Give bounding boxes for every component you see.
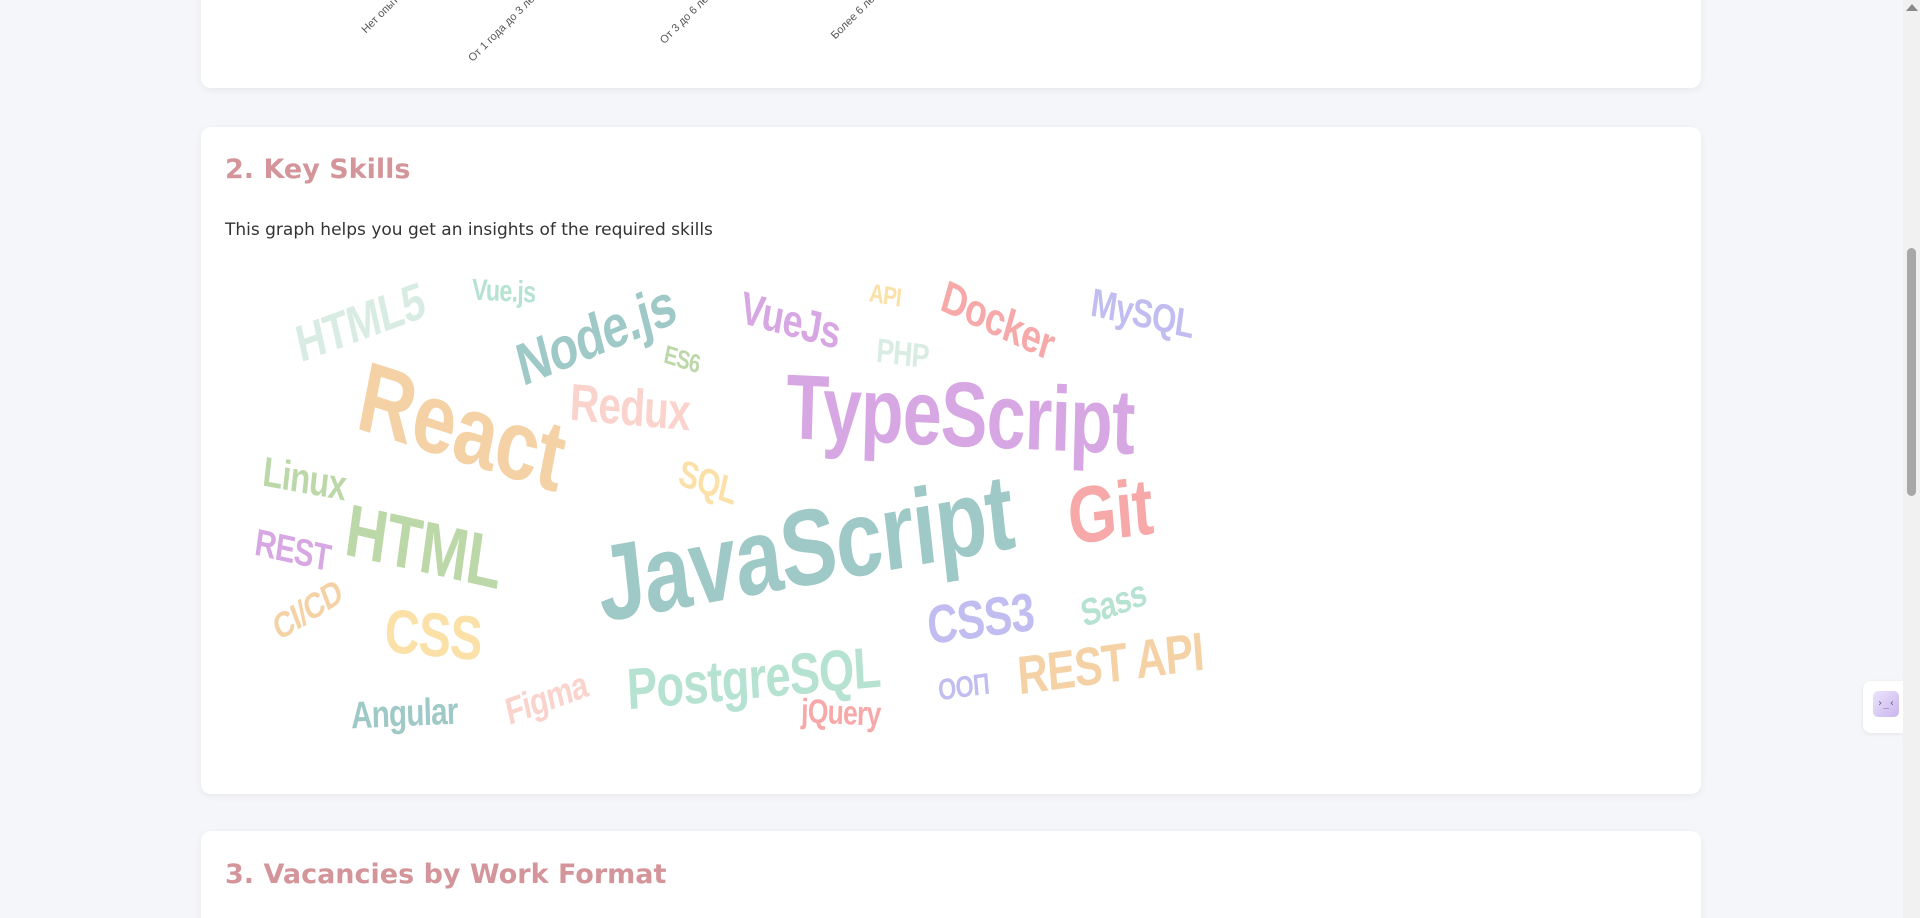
word-mysql: MySQL xyxy=(1088,280,1197,348)
word-typescript: TypeScript xyxy=(784,356,1136,474)
word-vuejs: VueJs xyxy=(737,281,844,359)
word-sql: SQL xyxy=(674,452,741,514)
word-docker: Docker xyxy=(936,269,1060,371)
page-scrollbar[interactable] xyxy=(1903,0,1920,918)
word-rest-api: REST API xyxy=(1015,621,1206,707)
section-description: This graph helps you get an insights of … xyxy=(225,220,713,240)
word-api: API xyxy=(867,277,903,313)
x-tick-label: Более 6 лет xyxy=(828,0,881,42)
word-css3: CSS3 xyxy=(924,582,1037,656)
key-skills-card: 2. Key Skills This graph helps you get a… xyxy=(201,127,1701,794)
word-rest: REST xyxy=(252,521,333,581)
skills-wordcloud: JavaScript TypeScript React HTML Git Pos… xyxy=(201,127,1701,794)
word-redux: Redux xyxy=(568,373,692,443)
word-oop: ООП xyxy=(936,667,991,708)
section-title: 3. Vacancies by Work Format xyxy=(225,859,667,890)
x-tick-label: От 1 года до 3 лет xyxy=(466,0,541,65)
word-sass: Sass xyxy=(1077,572,1150,636)
word-html: HTML xyxy=(340,488,507,605)
assistant-widget[interactable]: ›_‹ xyxy=(1863,681,1903,733)
scrollbar-thumb[interactable] xyxy=(1907,248,1916,496)
word-ci-cd: CI/CD xyxy=(267,570,347,649)
scroll-up-arrow-icon[interactable] xyxy=(1906,4,1918,11)
x-tick-label: От 3 до 6 лет xyxy=(657,0,715,47)
experience-chart-card: Нет опыта От 1 года до 3 лет От 3 до 6 л… xyxy=(201,0,1701,88)
word-jquery: jQuery xyxy=(800,692,882,734)
word-git: Git xyxy=(1064,461,1156,562)
word-angular: Angular xyxy=(350,690,459,738)
x-tick-label: Нет опыта xyxy=(359,0,406,36)
work-format-card: 3. Vacancies by Work Format xyxy=(201,831,1701,918)
word-figma: Figma xyxy=(501,664,592,734)
word-linux: Linux xyxy=(260,447,349,510)
section-title: 2. Key Skills xyxy=(225,154,411,185)
word-es6: ES6 xyxy=(661,338,703,380)
assistant-icon[interactable]: ›_‹ xyxy=(1873,691,1899,717)
word-css: CSS xyxy=(382,596,484,675)
word-php: PHP xyxy=(874,331,930,377)
word-vue-js: Vue.js xyxy=(471,273,536,310)
